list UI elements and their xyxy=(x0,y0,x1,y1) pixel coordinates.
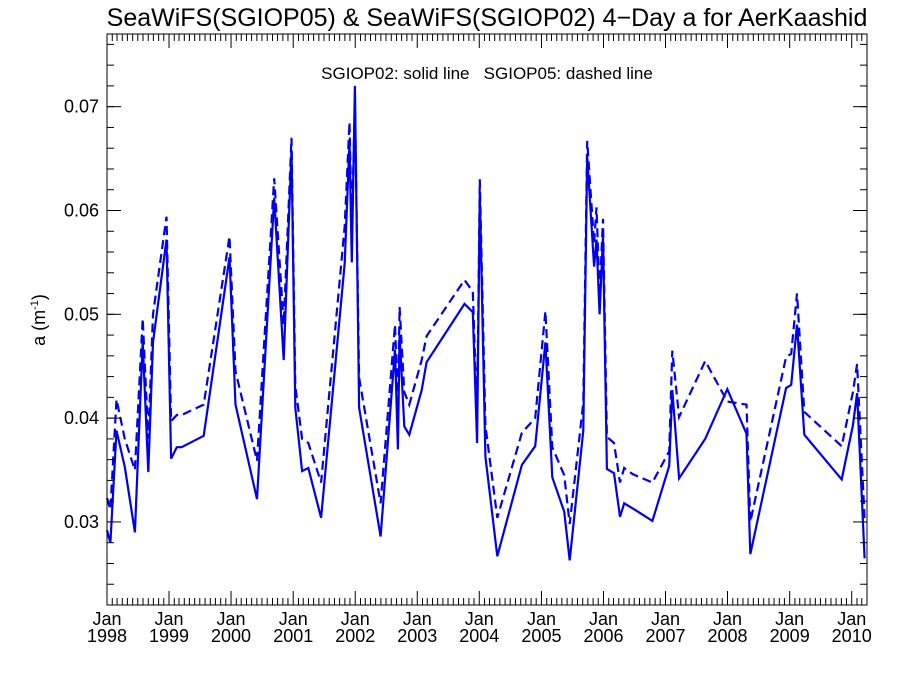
x-tick-label-month: Jan xyxy=(341,609,370,629)
x-tick-label-year: 2010 xyxy=(832,626,872,646)
series-line-sgiop02 xyxy=(105,85,866,561)
x-tick-label-month: Jan xyxy=(527,609,556,629)
series-layer xyxy=(105,85,866,561)
y-tick-label: 0.07 xyxy=(64,97,99,117)
x-tick-label-month: Jan xyxy=(651,609,680,629)
x-tick-label-month: Jan xyxy=(217,609,246,629)
x-tick-label-year: 2009 xyxy=(770,626,810,646)
plot-frame xyxy=(106,33,868,606)
x-tick-label-year: 1999 xyxy=(149,626,189,646)
x-tick-label-year: 2002 xyxy=(335,626,375,646)
x-tick-label-month: Jan xyxy=(713,609,742,629)
x-tick-label-month: Jan xyxy=(403,609,432,629)
y-tick-label: 0.05 xyxy=(64,304,99,324)
x-tick-label-month: Jan xyxy=(92,609,121,629)
x-tick-label-year: 2001 xyxy=(273,626,313,646)
x-tick-label-year: 2003 xyxy=(397,626,437,646)
x-tick-label-month: Jan xyxy=(589,609,618,629)
x-tick-label-year: 2008 xyxy=(707,626,747,646)
axes-layer: 0.030.040.050.060.07Jan1998Jan1999Jan200… xyxy=(64,33,872,646)
series-annotation: SGIOP02: solid line SGIOP05: dashed line xyxy=(321,64,653,83)
x-tick-label-year: 2005 xyxy=(521,626,561,646)
y-tick-label: 0.03 xyxy=(64,512,99,532)
x-tick-label-year: 2006 xyxy=(583,626,623,646)
x-tick-label-year: 2004 xyxy=(459,626,499,646)
chart-title: SeaWiFS(SGIOP05) & SeaWiFS(SGIOP02) 4−Da… xyxy=(107,4,868,32)
x-tick-label-month: Jan xyxy=(775,609,804,629)
y-tick-label: 0.04 xyxy=(64,408,99,428)
y-axis-label: a (m-1) xyxy=(29,294,49,346)
y-tick-label: 0.06 xyxy=(64,200,99,220)
x-tick-label-year: 2007 xyxy=(645,626,685,646)
x-tick-label-month: Jan xyxy=(837,609,866,629)
x-tick-label-month: Jan xyxy=(155,609,184,629)
x-tick-label-year: 1998 xyxy=(87,626,127,646)
x-tick-label-year: 2000 xyxy=(211,626,251,646)
x-tick-label-month: Jan xyxy=(465,609,494,629)
x-tick-label-month: Jan xyxy=(279,609,308,629)
